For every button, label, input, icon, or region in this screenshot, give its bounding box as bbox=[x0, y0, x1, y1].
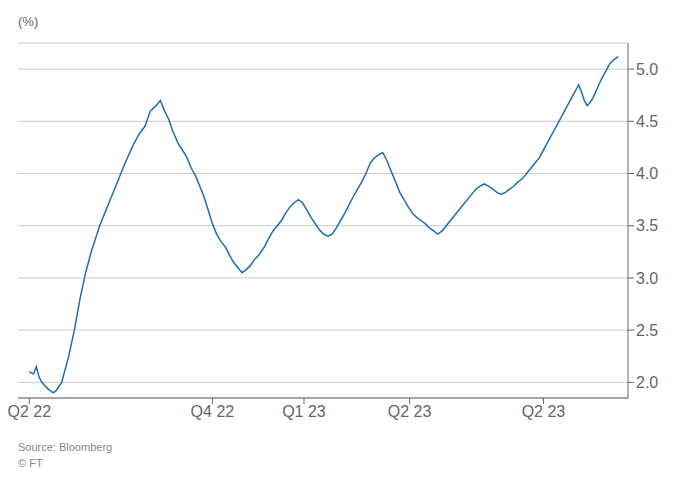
svg-text:4.5: 4.5 bbox=[636, 113, 658, 130]
html-text:© FT: © FT bbox=[18, 457, 43, 469]
html-text:Source: Bloomberg: Source: Bloomberg bbox=[18, 441, 113, 453]
svg-text:Q2 23: Q2 23 bbox=[388, 403, 432, 420]
svg-text:Q2 23: Q2 23 bbox=[522, 403, 566, 420]
svg-text:2.0: 2.0 bbox=[636, 374, 658, 391]
svg-text:Q4 22: Q4 22 bbox=[191, 403, 235, 420]
svg-text:3.5: 3.5 bbox=[636, 217, 658, 234]
svg-text:Q1 23: Q1 23 bbox=[282, 403, 326, 420]
svg-text:2.5: 2.5 bbox=[636, 322, 658, 339]
svg-text:4.0: 4.0 bbox=[636, 165, 658, 182]
svg-text:5.0: 5.0 bbox=[636, 61, 658, 78]
svg-text:3.0: 3.0 bbox=[636, 270, 658, 287]
svg-text:Q2 22: Q2 22 bbox=[8, 403, 51, 420]
